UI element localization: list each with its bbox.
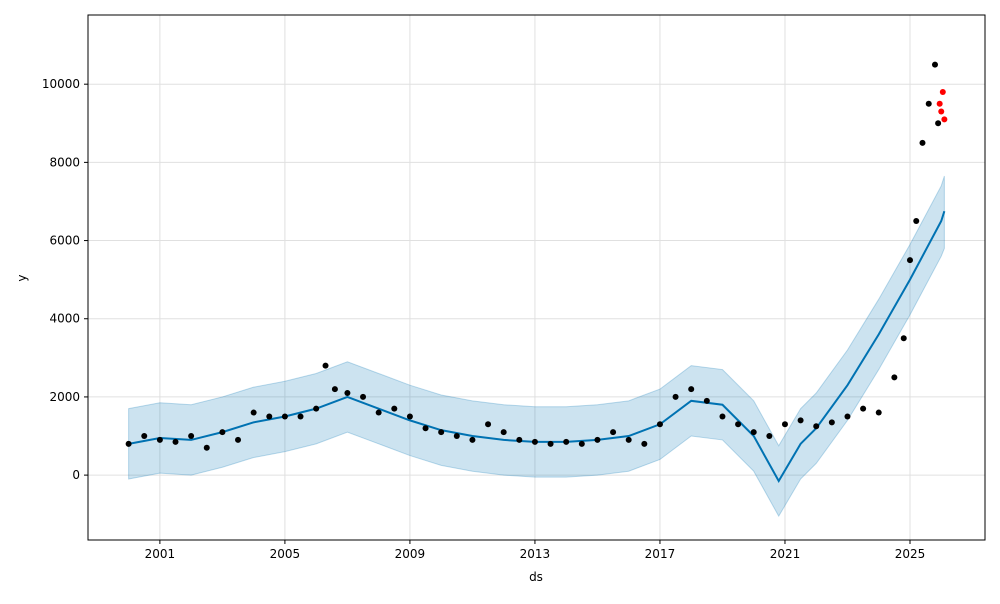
actual-point [563, 438, 570, 445]
y-tick-label: 0 [72, 468, 80, 482]
actual-point [625, 436, 632, 443]
actual-point [297, 413, 304, 420]
actual-point [219, 429, 226, 436]
y-tick-label: 8000 [49, 155, 80, 169]
x-tick-label: 2025 [895, 547, 926, 561]
actual-point [931, 61, 938, 68]
actual-point [750, 429, 757, 436]
actual-point [469, 436, 476, 443]
actual-point [844, 413, 851, 420]
actual-point [422, 425, 429, 432]
actual-point [935, 120, 942, 127]
actual-point [828, 419, 835, 426]
actual-point [266, 413, 273, 420]
x-tick-label: 2013 [520, 547, 551, 561]
x-tick-label: 2021 [770, 547, 801, 561]
actual-point [375, 409, 382, 416]
x-tick-label: 2001 [145, 547, 176, 561]
y-tick-label: 4000 [49, 312, 80, 326]
actual-point [766, 433, 773, 440]
actual-point [453, 433, 460, 440]
y-tick-label: 10000 [42, 77, 80, 91]
recent-point [941, 116, 948, 123]
actual-point [813, 423, 820, 430]
plot-frame [87, 14, 986, 541]
actual-point [719, 413, 726, 420]
actual-point [641, 440, 648, 447]
actual-point [485, 421, 492, 428]
y-tick-label: 2000 [49, 390, 80, 404]
actual-point [688, 386, 695, 393]
actual-point [281, 413, 288, 420]
actual-point [203, 444, 210, 451]
actual-point [578, 440, 585, 447]
actual-point [891, 374, 898, 381]
actual-point [344, 390, 351, 397]
actual-point [125, 440, 132, 447]
actual-point [156, 436, 163, 443]
actual-point [516, 436, 523, 443]
recent-point [936, 100, 943, 107]
actual-point [322, 362, 329, 369]
x-tick-label: 2009 [395, 547, 426, 561]
actual-point [188, 433, 195, 440]
y-axis-label: y [15, 274, 29, 281]
actual-point [360, 393, 367, 400]
actual-point [172, 438, 179, 445]
actual-point [438, 429, 445, 436]
recent-point [938, 108, 945, 115]
actual-point [235, 436, 242, 443]
actual-point [141, 433, 148, 440]
actual-point [925, 100, 932, 107]
actual-point [875, 409, 882, 416]
x-tick-label: 2005 [270, 547, 301, 561]
actual-point [703, 397, 710, 404]
actual-point [781, 421, 788, 428]
actual-point [391, 405, 398, 412]
actual-point [594, 436, 601, 443]
actual-point [500, 429, 507, 436]
recent-point [939, 89, 946, 96]
actual-point [531, 438, 538, 445]
actual-point [906, 257, 913, 264]
actual-point [656, 421, 663, 428]
actual-point [913, 218, 920, 225]
actual-point [900, 335, 907, 342]
y-tick-label: 6000 [49, 234, 80, 248]
actual-point [797, 417, 804, 424]
uncertainty-band [128, 175, 945, 518]
actual-point [672, 393, 679, 400]
x-tick-label: 2017 [645, 547, 676, 561]
actual-point [547, 440, 554, 447]
actual-point [250, 409, 257, 416]
actual-point [406, 413, 413, 420]
actual-point [331, 386, 338, 393]
actual-point [610, 429, 617, 436]
x-axis-label: ds [529, 570, 543, 584]
actual-point [919, 139, 926, 146]
actual-point [313, 405, 320, 412]
actual-point [735, 421, 742, 428]
actual-point [860, 405, 867, 412]
